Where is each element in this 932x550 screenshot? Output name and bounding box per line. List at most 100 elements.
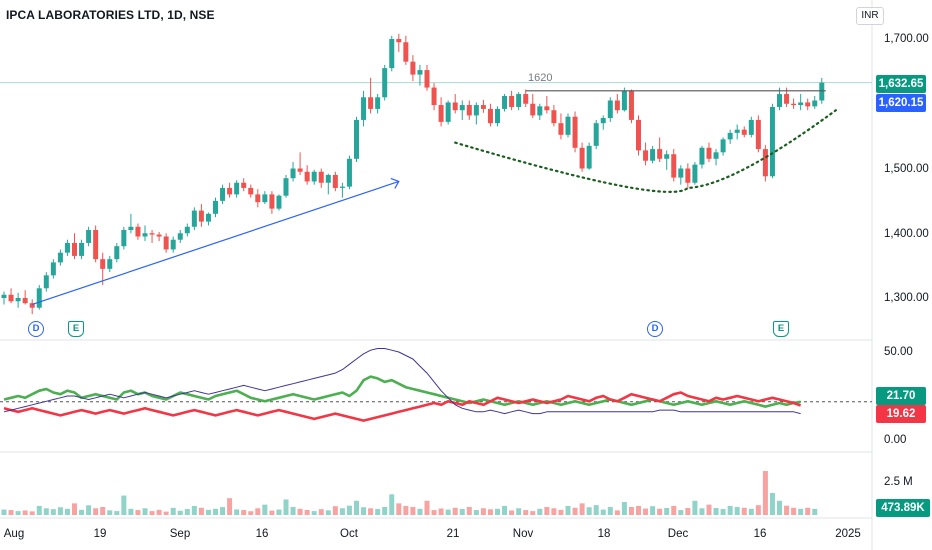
- candle-body: [361, 97, 367, 120]
- oscillator-red-line: [3, 391, 802, 422]
- volume-bar: [290, 506, 296, 515]
- candle-body: [1, 294, 7, 298]
- candle-body: [198, 210, 204, 222]
- volume-bar: [551, 508, 557, 515]
- volume-bar: [579, 503, 585, 515]
- candle-body: [220, 187, 226, 201]
- x-tick-label: Sep: [169, 528, 191, 540]
- y-tick-label: 1,700.00: [884, 33, 929, 45]
- candle-body: [516, 94, 522, 107]
- volume-bar: [459, 509, 465, 515]
- candle-body: [720, 139, 726, 153]
- volume-bar: [205, 509, 211, 515]
- x-tick-label: Dec: [667, 528, 689, 540]
- dividend-marker[interactable]: D: [647, 321, 663, 337]
- volume-bar: [220, 507, 226, 515]
- volume-bar: [382, 506, 388, 515]
- volume-bar: [1, 509, 7, 515]
- volume-bar: [100, 506, 106, 515]
- volume-bar: [466, 506, 472, 515]
- candle-body: [43, 275, 49, 289]
- volume-bar: [798, 508, 804, 515]
- candle-body: [22, 298, 28, 304]
- x-tick-label: 2025: [835, 528, 861, 540]
- candle-body: [121, 230, 127, 247]
- volume-bar: [544, 506, 550, 515]
- volume-bar: [156, 509, 162, 515]
- volume-bar: [438, 508, 444, 515]
- candle-body: [375, 97, 381, 109]
- candle-body: [142, 233, 148, 237]
- candle-body: [339, 186, 345, 188]
- volume-bar: [368, 508, 374, 515]
- y-tick-label: 1,400.00: [884, 228, 929, 240]
- volume-bar: [530, 511, 536, 515]
- grid: [0, 0, 873, 550]
- candle-body: [791, 103, 797, 106]
- candle-body: [227, 187, 233, 195]
- volume-bar: [558, 509, 564, 515]
- candle-body: [614, 100, 620, 111]
- dividend-marker[interactable]: D: [28, 321, 44, 337]
- candle-body: [135, 226, 141, 237]
- candle-body: [495, 108, 500, 124]
- trend-arrow-head: [390, 177, 400, 189]
- candle-body: [72, 242, 77, 256]
- candle-body: [487, 108, 493, 124]
- volume-bar: [177, 510, 183, 515]
- candle-body: [262, 194, 268, 203]
- volume-bar: [297, 508, 303, 515]
- candle-body: [8, 294, 14, 302]
- volume-bar: [706, 504, 712, 515]
- volume-bar: [79, 509, 85, 515]
- candle-body: [762, 149, 768, 177]
- candle-body: [551, 110, 557, 124]
- candle-body: [57, 252, 63, 263]
- currency-label[interactable]: INR: [856, 7, 884, 25]
- volume-bar: [643, 508, 649, 515]
- volume-bar: [509, 510, 515, 515]
- chart-title: IPCA LABORATORIES LTD, 1D, NSE: [6, 8, 215, 22]
- volume-bar: [191, 505, 197, 515]
- candle-body: [29, 303, 35, 308]
- volume-bar: [586, 507, 592, 515]
- candle-body: [241, 182, 247, 188]
- candle-body: [636, 119, 641, 151]
- earnings-marker[interactable]: E: [68, 321, 84, 337]
- volume-bar: [114, 511, 120, 515]
- volume-bar: [720, 509, 726, 515]
- candle-body: [812, 100, 818, 107]
- volume-bar: [57, 507, 63, 515]
- earnings-marker[interactable]: E: [773, 321, 789, 337]
- volume-bar: [600, 509, 606, 515]
- volume-bar: [262, 504, 268, 515]
- candle-body: [558, 123, 564, 135]
- volume-bar: [685, 508, 691, 515]
- volume-bar: [784, 505, 790, 515]
- volume-bar: [671, 505, 677, 515]
- candle-body: [346, 158, 352, 187]
- volume-bar: [375, 509, 381, 515]
- candle-body: [93, 230, 99, 260]
- candle-body: [382, 68, 388, 98]
- candle-body: [431, 87, 437, 106]
- volume-bar: [614, 510, 620, 515]
- volume-bar: [64, 508, 70, 515]
- candle-body: [403, 42, 409, 62]
- volume-bar: [565, 505, 571, 515]
- x-tick-label: 16: [753, 528, 767, 540]
- volume-bar: [29, 511, 35, 515]
- volume-bar: [487, 509, 493, 515]
- candle-body: [36, 288, 42, 308]
- volume-bar: [431, 510, 437, 515]
- volume-bar: [8, 510, 14, 515]
- volume-bar: [502, 505, 508, 515]
- volume-bar: [777, 500, 782, 515]
- candle-body: [79, 242, 85, 256]
- candle-body: [205, 213, 211, 222]
- candle-body: [727, 132, 733, 140]
- candle-body: [784, 94, 790, 104]
- candle-body: [748, 119, 754, 135]
- volume-bar: [664, 508, 670, 515]
